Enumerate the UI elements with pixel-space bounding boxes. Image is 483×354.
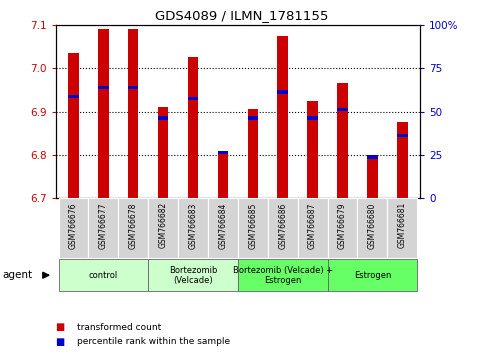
Bar: [357, 198, 387, 258]
Text: agent: agent: [2, 270, 32, 280]
Bar: [68, 53, 79, 198]
Text: transformed count: transformed count: [77, 323, 161, 332]
Bar: [238, 259, 327, 291]
Bar: [387, 198, 417, 258]
Bar: [298, 198, 327, 258]
Bar: [148, 259, 238, 291]
Text: Estrogen: Estrogen: [354, 271, 391, 280]
Bar: [277, 90, 288, 94]
Text: GSM766684: GSM766684: [218, 202, 227, 249]
Bar: [158, 116, 169, 120]
Text: GSM766677: GSM766677: [99, 202, 108, 249]
Text: GSM766683: GSM766683: [188, 202, 198, 249]
Bar: [128, 86, 139, 90]
Text: GSM766685: GSM766685: [248, 202, 257, 249]
Text: control: control: [89, 271, 118, 280]
Text: ■: ■: [56, 322, 65, 332]
Bar: [148, 198, 178, 258]
Bar: [218, 153, 228, 198]
Text: GSM766686: GSM766686: [278, 202, 287, 249]
Bar: [188, 97, 199, 100]
Bar: [58, 259, 148, 291]
Text: GSM766682: GSM766682: [158, 202, 168, 249]
Bar: [367, 155, 378, 159]
Bar: [68, 95, 79, 98]
Text: ■: ■: [56, 337, 65, 347]
Bar: [58, 198, 88, 258]
Text: GSM766676: GSM766676: [69, 202, 78, 249]
Text: GSM766678: GSM766678: [129, 202, 138, 249]
Bar: [277, 36, 288, 198]
Bar: [158, 107, 169, 198]
Bar: [307, 116, 318, 120]
Bar: [248, 116, 258, 120]
Bar: [98, 86, 109, 90]
Bar: [327, 198, 357, 258]
Text: GSM766680: GSM766680: [368, 202, 377, 249]
Bar: [397, 122, 408, 198]
Bar: [248, 109, 258, 198]
Text: GSM766681: GSM766681: [398, 202, 407, 249]
Bar: [397, 133, 408, 137]
Bar: [178, 198, 208, 258]
Bar: [188, 57, 199, 198]
Bar: [307, 101, 318, 198]
Bar: [337, 83, 348, 198]
Bar: [208, 198, 238, 258]
Bar: [98, 29, 109, 198]
Bar: [88, 198, 118, 258]
Bar: [218, 151, 228, 154]
Bar: [327, 259, 417, 291]
Bar: [238, 198, 268, 258]
Bar: [128, 29, 139, 198]
Text: GSM766679: GSM766679: [338, 202, 347, 249]
Bar: [118, 198, 148, 258]
Text: Bortezomib
(Velcade): Bortezomib (Velcade): [169, 266, 217, 285]
Bar: [268, 198, 298, 258]
Bar: [337, 108, 348, 111]
Text: GSM766687: GSM766687: [308, 202, 317, 249]
Bar: [367, 157, 378, 198]
Text: Bortezomib (Velcade) +
Estrogen: Bortezomib (Velcade) + Estrogen: [233, 266, 333, 285]
Text: percentile rank within the sample: percentile rank within the sample: [77, 337, 230, 346]
Text: GDS4089 / ILMN_1781155: GDS4089 / ILMN_1781155: [155, 9, 328, 22]
